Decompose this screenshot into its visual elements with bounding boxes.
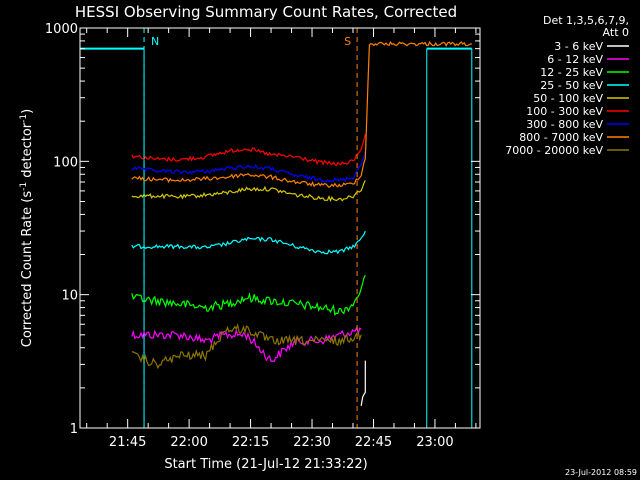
legend-label-3: 25 - 50 keV [540,79,603,92]
series-line-7 [131,40,472,188]
plot-frame [79,27,481,429]
legend-label-6: 300 - 800 keV [526,118,603,131]
legend-header-line-1: Det 1,3,5,6,7,9, [543,14,629,27]
legend-label-5: 100 - 300 keV [526,105,603,118]
y-tick-label-2: 100 [53,155,78,170]
y-axis-label-mid: detector [20,122,35,182]
x-tick-label-3: 22:30 [293,435,330,450]
legend-label-0: 3 - 6 keV [554,40,603,53]
x-tick-label-2: 22:15 [232,435,269,450]
x-tick-label-0: 21:45 [109,435,146,450]
footer-timestamp: 23-Jul-2012 08:59 [565,468,637,477]
legend-label-8: 7000 - 20000 keV [505,144,603,157]
x-tick-label-4: 22:45 [355,435,392,450]
series-line-6 [131,150,366,183]
legend-label-4: 50 - 100 keV [533,92,603,105]
series-line-3 [131,230,366,255]
x-tick-label-5: 23:00 [416,435,453,450]
series-line-4 [131,180,366,203]
x-tick-label-1: 22:00 [170,435,207,450]
marker-label-1: S [344,35,351,48]
legend-label-7: 800 - 7000 keV [519,131,603,144]
marker-label-0: N [151,35,159,48]
y-tick-label-1: 10 [61,289,78,304]
series-line-1 [131,325,362,363]
legend-label-2: 12 - 25 keV [540,66,603,79]
legend-header-line-2: Att 0 [603,26,629,39]
series-line-5 [131,133,366,167]
series-line-2 [131,274,366,316]
y-axis-label: Corrected Count Rate (s-1 detector-1) [19,109,35,347]
axes-group: 1 10 100 1000 21:45 22:00 22:15 22:30 22:45 23:00 [45,22,481,450]
y-axis-label-sup-2: -1 [19,114,29,123]
y-axis-label-end: ) [20,109,35,114]
series-line-8 [131,322,362,370]
series-line-0 [360,360,366,406]
y-tick-label-3: 1000 [45,22,78,37]
x-axis-label: Start Time (21-Jul-12 21:33:22) [164,457,367,472]
chart-title: HESSI Observing Summary Count Rates, Cor… [75,3,457,21]
y-axis-label-main: Corrected Count Rate (s [20,191,35,348]
y-tick-label-0: 1 [70,422,78,437]
y-axis-label-sup-1: -1 [19,182,29,191]
legend-label-1: 6 - 12 keV [547,53,603,66]
